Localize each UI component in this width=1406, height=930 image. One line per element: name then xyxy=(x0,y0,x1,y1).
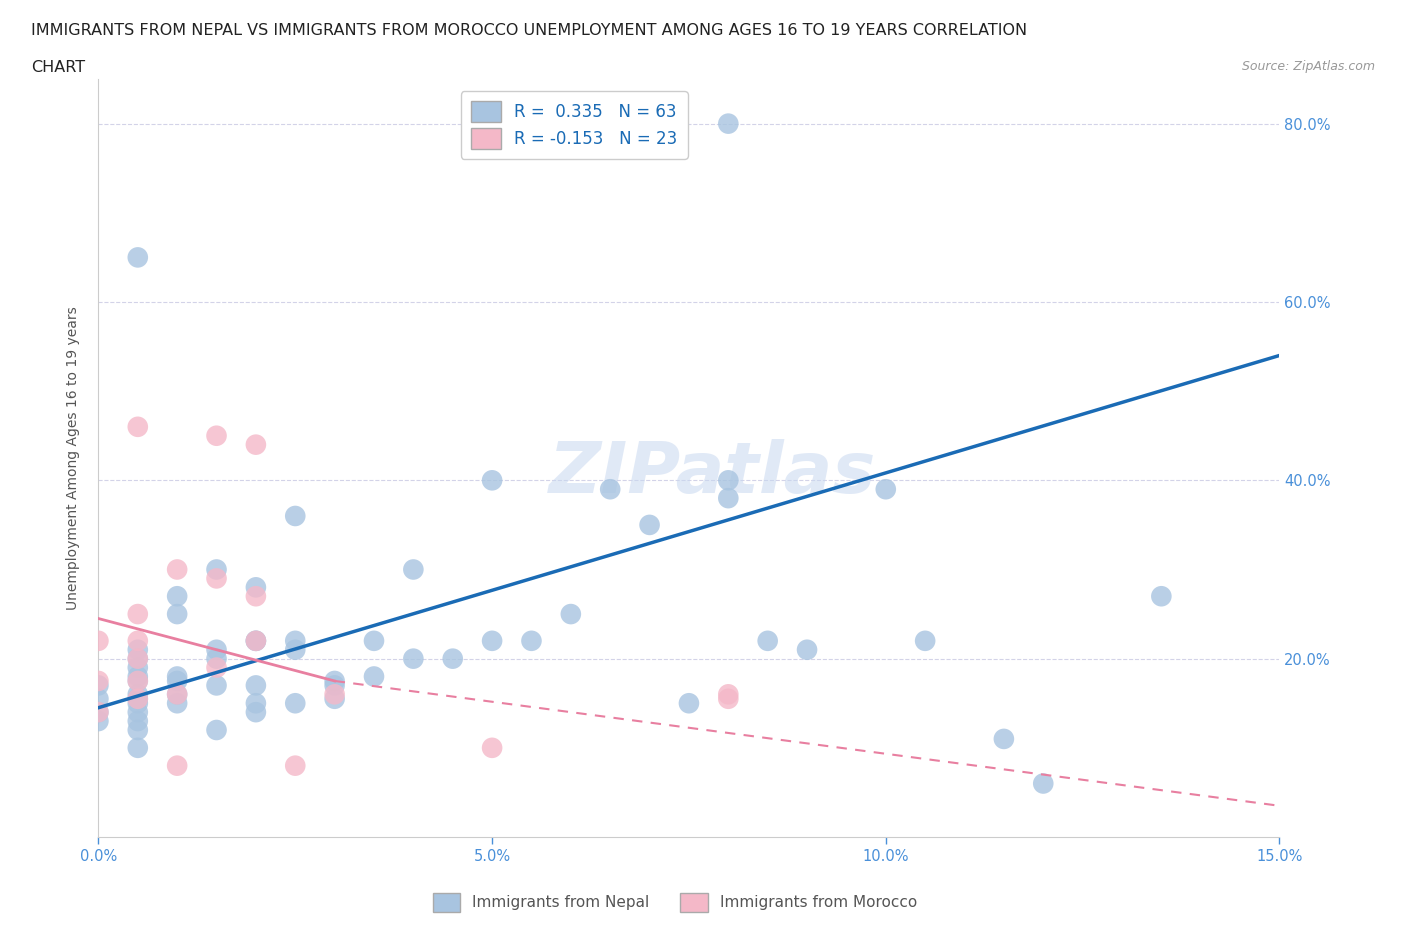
Point xyxy=(166,562,188,577)
Point xyxy=(520,633,543,648)
Point xyxy=(127,633,149,648)
Point xyxy=(87,705,110,720)
Point xyxy=(717,472,740,487)
Point xyxy=(599,482,621,497)
Point xyxy=(127,643,149,658)
Point xyxy=(481,633,503,648)
Point xyxy=(127,740,149,755)
Point xyxy=(678,696,700,711)
Y-axis label: Unemployment Among Ages 16 to 19 years: Unemployment Among Ages 16 to 19 years xyxy=(66,306,80,610)
Point xyxy=(245,437,267,452)
Text: ZIPatlas: ZIPatlas xyxy=(548,439,876,508)
Legend: Immigrants from Nepal, Immigrants from Morocco: Immigrants from Nepal, Immigrants from M… xyxy=(426,887,924,918)
Point xyxy=(441,651,464,666)
Point xyxy=(127,669,149,684)
Point xyxy=(796,643,818,658)
Point xyxy=(166,696,188,711)
Point xyxy=(127,687,149,702)
Point xyxy=(245,678,267,693)
Point xyxy=(127,673,149,688)
Point xyxy=(205,651,228,666)
Point xyxy=(127,250,149,265)
Point xyxy=(914,633,936,648)
Point xyxy=(166,606,188,621)
Point xyxy=(756,633,779,648)
Point xyxy=(87,691,110,706)
Point xyxy=(481,472,503,487)
Point xyxy=(127,713,149,728)
Point xyxy=(127,723,149,737)
Point xyxy=(127,660,149,675)
Point xyxy=(87,678,110,693)
Point xyxy=(284,696,307,711)
Point xyxy=(166,687,188,702)
Point xyxy=(245,633,267,648)
Point xyxy=(717,691,740,706)
Point xyxy=(245,633,267,648)
Point xyxy=(717,116,740,131)
Point xyxy=(127,419,149,434)
Point xyxy=(993,732,1015,747)
Point xyxy=(245,580,267,595)
Point xyxy=(205,562,228,577)
Point xyxy=(284,633,307,648)
Point xyxy=(717,687,740,702)
Point xyxy=(560,606,582,621)
Point xyxy=(127,606,149,621)
Point xyxy=(87,673,110,688)
Legend: R =  0.335   N = 63, R = -0.153   N = 23: R = 0.335 N = 63, R = -0.153 N = 23 xyxy=(461,91,688,158)
Point xyxy=(127,691,149,706)
Point xyxy=(127,696,149,711)
Point xyxy=(166,687,188,702)
Point xyxy=(166,673,188,688)
Point xyxy=(166,758,188,773)
Text: CHART: CHART xyxy=(31,60,84,75)
Point xyxy=(205,660,228,675)
Text: Source: ZipAtlas.com: Source: ZipAtlas.com xyxy=(1241,60,1375,73)
Point xyxy=(245,633,267,648)
Point xyxy=(481,740,503,755)
Point xyxy=(284,509,307,524)
Point xyxy=(717,491,740,506)
Point xyxy=(875,482,897,497)
Point xyxy=(323,673,346,688)
Point xyxy=(127,651,149,666)
Point xyxy=(363,669,385,684)
Point xyxy=(205,643,228,658)
Point xyxy=(245,696,267,711)
Point xyxy=(245,705,267,720)
Point xyxy=(166,669,188,684)
Point xyxy=(205,678,228,693)
Point xyxy=(127,651,149,666)
Point xyxy=(323,678,346,693)
Point xyxy=(87,633,110,648)
Point xyxy=(127,691,149,706)
Point xyxy=(284,758,307,773)
Text: IMMIGRANTS FROM NEPAL VS IMMIGRANTS FROM MOROCCO UNEMPLOYMENT AMONG AGES 16 TO 1: IMMIGRANTS FROM NEPAL VS IMMIGRANTS FROM… xyxy=(31,23,1026,38)
Point xyxy=(166,589,188,604)
Point xyxy=(323,691,346,706)
Point xyxy=(245,589,267,604)
Point xyxy=(402,562,425,577)
Point xyxy=(1032,776,1054,790)
Point xyxy=(205,723,228,737)
Point xyxy=(284,643,307,658)
Point xyxy=(87,705,110,720)
Point xyxy=(638,517,661,532)
Point xyxy=(205,429,228,444)
Point xyxy=(127,673,149,688)
Point xyxy=(323,687,346,702)
Point xyxy=(87,713,110,728)
Point xyxy=(402,651,425,666)
Point xyxy=(1150,589,1173,604)
Point xyxy=(205,571,228,586)
Point xyxy=(363,633,385,648)
Point xyxy=(127,705,149,720)
